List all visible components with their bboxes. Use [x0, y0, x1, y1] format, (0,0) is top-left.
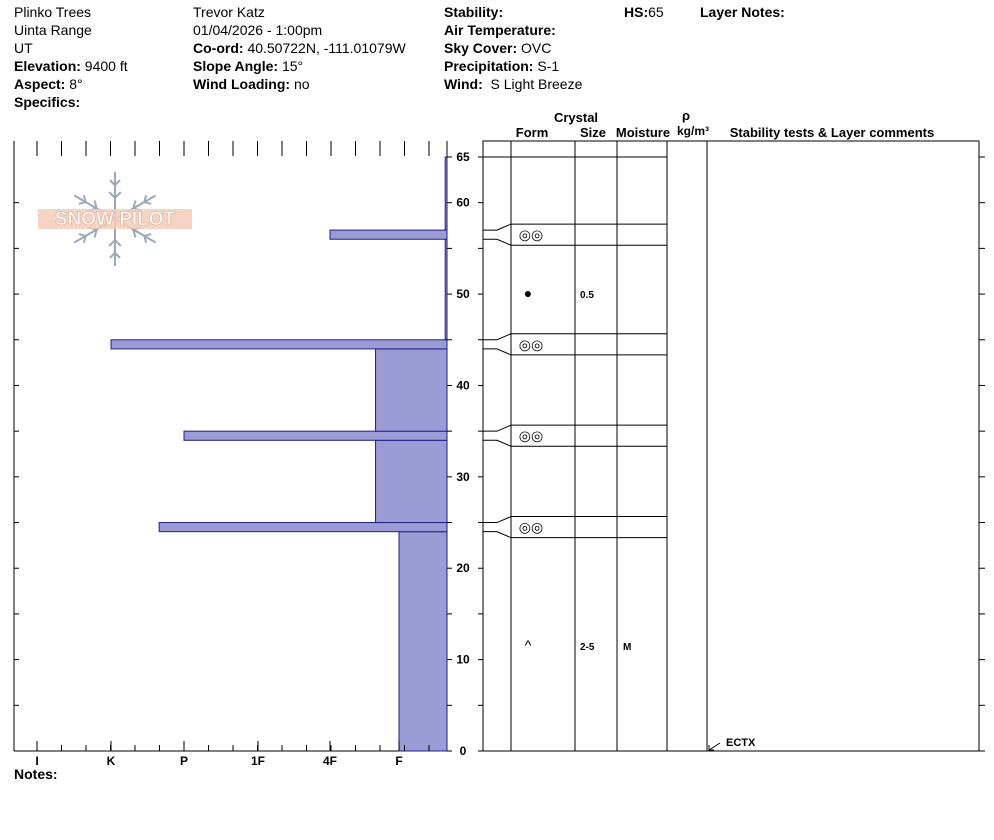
grain-moisture: M [623, 642, 631, 653]
flake-branch [114, 179, 121, 186]
air-temp-field: Air Temperature: [444, 22, 556, 38]
layer-connector [483, 439, 512, 447]
range-name: Uinta Range [14, 22, 92, 38]
y-tick-label: 20 [456, 561, 470, 575]
location-name: Plinko Trees [14, 4, 92, 20]
state-name: UT [14, 40, 33, 56]
y-tick-label: 30 [456, 470, 470, 484]
y-tick-label: 50 [456, 287, 470, 301]
layer-connector [483, 516, 512, 524]
x-tick-label: I [35, 754, 38, 768]
hardness-bar [158, 522, 448, 533]
grain-form-symbol: ◎◎ [519, 336, 543, 352]
aspect-field: Aspect: 8° [14, 76, 83, 92]
stability-test-arrowhead [708, 745, 714, 751]
moisture-header: Moisture [616, 125, 670, 140]
slope-angle-field: Slope Angle: 15° [193, 58, 304, 74]
wind-field: Wind: S Light Breeze [444, 76, 583, 92]
flake-branch [114, 191, 122, 199]
crystal-table: Crystal Form Size Moisture ρ kg/m³ Stabi… [482, 108, 980, 752]
hardness-plot: I K P 1F 4F F 0 10 20 30 40 50 60 65 [13, 141, 985, 768]
hardness-bar [375, 348, 448, 432]
y-tick-label: 40 [456, 378, 470, 392]
hardness-bar [183, 430, 448, 441]
grain-size: 2-5 [580, 642, 595, 653]
x-tick-label: 4F [323, 754, 337, 768]
x-tick-label: K [107, 754, 116, 768]
grain-form-symbol: ^ [525, 637, 532, 653]
flake-branch [78, 233, 86, 237]
notes-field: Notes: [14, 766, 58, 782]
sky-cover-field: Sky Cover: OVC [444, 40, 552, 56]
flake-branch [143, 235, 148, 244]
crystal-header: Crystal [554, 110, 598, 125]
form-header: Form [516, 125, 549, 140]
flake-branch [82, 235, 87, 244]
wind-loading-field: Wind Loading: no [193, 76, 310, 92]
flake-branch [114, 252, 121, 259]
flake-branch [144, 233, 152, 237]
y-tick-label: 0 [460, 744, 467, 758]
layer-connector [483, 238, 512, 246]
hardness-bar [398, 531, 448, 752]
layer-connector [483, 424, 512, 432]
size-header: Size [580, 125, 606, 140]
observer-name: Trevor Katz [193, 4, 265, 20]
stability-test-arrow [708, 742, 721, 751]
specifics-field: Specifics: [14, 94, 81, 110]
hardness-bar [375, 439, 448, 524]
hs-field: HS:65 [624, 4, 664, 20]
y-tick-label: 10 [456, 653, 470, 667]
layer-connector [483, 223, 512, 231]
snowpilot-logo: SNOW PILOT [38, 172, 192, 266]
logo-text: SNOW PILOT [55, 209, 176, 230]
x-tick-label: F [395, 754, 402, 768]
grain-form-symbol: ◎◎ [519, 227, 543, 243]
coord-field: Co-ord: 40.50722N, -111.01079W [193, 40, 406, 56]
hardness-bar [444, 238, 448, 341]
layer-notes-field: Layer Notes: [700, 4, 785, 20]
flake-branch [132, 229, 137, 238]
x-tick-label: 1F [251, 754, 265, 768]
stability-field: Stability: [444, 4, 504, 20]
stability-comments-header: Stability tests & Layer comments [730, 125, 934, 140]
density-unit: kg/m³ [677, 124, 709, 138]
grain-form-symbol: ◎◎ [519, 428, 543, 444]
flake-branch [109, 179, 116, 186]
y-tick-label: 65 [456, 150, 470, 164]
grain-form-symbol: ● [524, 285, 532, 301]
grain-size: 0.5 [580, 290, 594, 301]
density-symbol: ρ [682, 108, 690, 123]
flake-branch [144, 201, 152, 205]
flake-branch [109, 252, 116, 259]
layer-connector [483, 531, 512, 539]
hardness-bar [329, 229, 448, 240]
flake-branch [93, 200, 98, 209]
layer-connector [483, 348, 512, 356]
hardness-bar [444, 156, 448, 231]
y-tick-label: 60 [456, 196, 470, 210]
flake-branch [78, 201, 86, 205]
flake-branch [114, 239, 122, 247]
flake-branch [132, 200, 137, 209]
layer-connector [483, 333, 512, 341]
flake-branch [82, 194, 87, 203]
flake-branch [108, 239, 116, 247]
grain-form-symbol: ◎◎ [519, 519, 543, 535]
flake-branch [143, 194, 148, 203]
flake-branch [93, 229, 98, 238]
observation-datetime: 01/04/2026 - 1:00pm [193, 22, 323, 38]
x-tick-label: P [180, 754, 188, 768]
stability-test-label: ECTX [726, 737, 756, 749]
precip-field: Precipitation: S-1 [444, 58, 560, 74]
hardness-bar [110, 339, 448, 350]
flake-branch [108, 191, 116, 199]
elevation-field: Elevation: 9400 ft [14, 58, 128, 74]
